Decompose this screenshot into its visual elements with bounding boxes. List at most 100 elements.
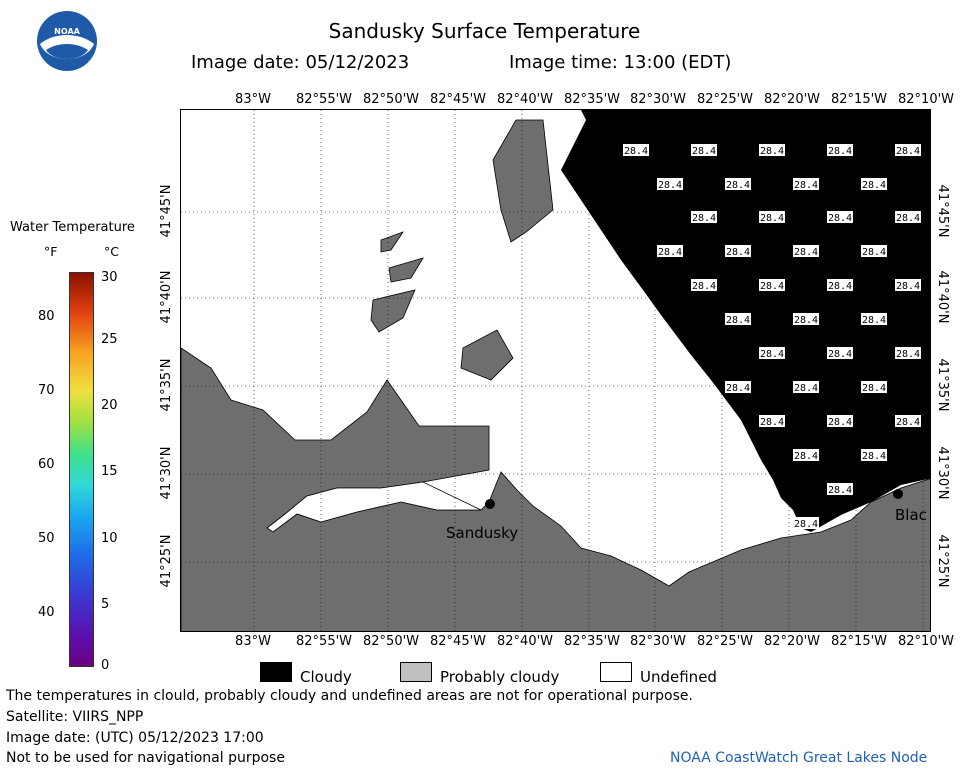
- key-cloudy-label: Cloudy: [300, 668, 352, 686]
- lon-label-top: 82°10'W: [898, 92, 955, 107]
- temperature-map: 28.4 28.4 28.4 28.4 28.4 28.4 28.4 28.4 28.4 28.4…: [180, 109, 931, 632]
- lon-label-top: 82°25'W: [697, 92, 754, 107]
- key-undefined-label: Undefined: [640, 668, 717, 686]
- cloud-value-box: [827, 211, 853, 223]
- cloud-value-box: [827, 279, 853, 291]
- cloud-value-box: [657, 245, 683, 257]
- lat-label-right: 41°25'N: [935, 534, 950, 588]
- lon-label-bottom: 82°45'W: [430, 634, 487, 649]
- cloud-value-box: [793, 517, 819, 529]
- colorbar-c-tick: 5: [101, 597, 110, 612]
- cloud-value-label: 28.4: [862, 180, 886, 191]
- lon-label-bottom: 82°55'W: [296, 634, 353, 649]
- cloud-value-box: [861, 178, 887, 190]
- island-small-2: [388, 257, 424, 283]
- lon-label-top: 82°35'W: [564, 92, 621, 107]
- cloud-value-box: [759, 144, 785, 156]
- lon-label-bottom: 82°35'W: [564, 634, 621, 649]
- cloud-value-label: 28.4: [658, 247, 682, 258]
- image-time-header: Image time: 13:00 (EDT): [509, 52, 732, 73]
- lon-label-bottom: 83°W: [235, 634, 271, 649]
- cloud-value-box: [759, 211, 785, 223]
- colorbar-f-tick: 70: [38, 383, 55, 398]
- colorbar-f-tick: 50: [38, 531, 55, 546]
- cloud-value-box: [895, 347, 921, 359]
- lat-label-right: 41°45'N: [935, 184, 950, 238]
- lon-label-top: 82°20'W: [764, 92, 821, 107]
- lat-label-right: 41°35'N: [935, 358, 950, 412]
- cloud-value-label: 28.4: [828, 213, 852, 224]
- cloud-value-label: 28.4: [692, 146, 716, 157]
- lon-label-bottom: 82°40'W: [497, 634, 554, 649]
- cloud-value-box: [895, 415, 921, 427]
- cloud-value-label: 28.4: [828, 417, 852, 428]
- cloud-value-box: [793, 313, 819, 325]
- page-title: Sandusky Surface Temperature: [328, 19, 641, 43]
- colorbar-f-tick: 60: [38, 457, 55, 472]
- cloud-value-box: [691, 144, 717, 156]
- sandusky-marker: [485, 499, 495, 509]
- lon-label-top: 82°15'W: [831, 92, 888, 107]
- cloud-value-label: 28.4: [658, 180, 682, 191]
- lon-label-bottom: 82°15'W: [831, 634, 888, 649]
- cloud-value-label: 28.4: [794, 247, 818, 258]
- cloud-value-label: 28.4: [896, 349, 920, 360]
- cloud-value-labels: 28.4 28.4 28.4 28.4 28.4 28.4 28.4 28.4 28.4 28.4…: [623, 144, 921, 530]
- cloud-value-box: [895, 144, 921, 156]
- cloud-value-box: [725, 245, 751, 257]
- island-bass: [460, 329, 514, 381]
- footer-disclaimer: The temperatures in clould, probably clo…: [6, 688, 693, 704]
- colorbar-unit-f: °F: [44, 244, 58, 259]
- image-date-header: Image date: 05/12/2023: [191, 52, 410, 73]
- lon-label-top: 82°55'W: [296, 92, 353, 107]
- cloud-value-label: 28.4: [726, 247, 750, 258]
- cloud-value-box: [827, 347, 853, 359]
- cloud-value-box: [827, 483, 853, 495]
- cloud-value-label: 28.4: [828, 349, 852, 360]
- cloud-value-label: 28.4: [794, 451, 818, 462]
- cloud-value-label: 28.4: [896, 417, 920, 428]
- lon-label-bottom: 82°30'W: [630, 634, 687, 649]
- cloud-value-label: 28.4: [726, 315, 750, 326]
- cloud-value-label: 28.4: [624, 146, 648, 157]
- cloud-value-box: [759, 347, 785, 359]
- cloud-value-box: [861, 449, 887, 461]
- island-pelee: [370, 289, 416, 333]
- key-probably-cloudy-swatch: [400, 662, 432, 682]
- colorbar-c-tick: 15: [101, 464, 118, 479]
- colorbar: [69, 272, 94, 667]
- lat-label-left: 41°30'N: [159, 446, 174, 500]
- cloud-value-label: 28.4: [692, 281, 716, 292]
- cloud-value-label: 28.4: [862, 383, 886, 394]
- cloud-value-box: [895, 211, 921, 223]
- lat-label-right: 41°30'N: [935, 446, 950, 500]
- footer-navigation-note: Not to be used for navigational purpose: [6, 750, 285, 766]
- cloud-value-box: [827, 144, 853, 156]
- cloud-value-label: 28.4: [896, 213, 920, 224]
- cloud-value-label: 28.4: [828, 485, 852, 496]
- colorbar-c-tick: 20: [101, 398, 118, 413]
- cloud-value-box: [623, 144, 649, 156]
- cloud-value-box: [861, 381, 887, 393]
- noaa-logo: NOAA: [36, 10, 98, 72]
- lon-label-top: 82°40'W: [497, 92, 554, 107]
- cloud-value-label: 28.4: [760, 417, 784, 428]
- sandusky-bay: [266, 481, 482, 533]
- cloud-value-box: [793, 381, 819, 393]
- cloud-value-box: [691, 279, 717, 291]
- key-undefined-swatch: [600, 662, 632, 682]
- cloud-value-box: [691, 211, 717, 223]
- cloud-value-box: [657, 178, 683, 190]
- colorbar-f-tick: 40: [38, 605, 55, 620]
- lat-label-left: 41°25'N: [159, 534, 174, 588]
- cloud-value-box: [861, 245, 887, 257]
- cloud-value-box: [793, 449, 819, 461]
- cloud-value-box: [759, 279, 785, 291]
- city-label-blac: Blac: [895, 506, 927, 524]
- lat-label-right: 41°40'N: [935, 270, 950, 324]
- cloud-value-label: 28.4: [862, 451, 886, 462]
- cloud-value-box: [793, 245, 819, 257]
- cloud-value-label: 28.4: [794, 519, 818, 530]
- lat-label-left: 41°35'N: [159, 358, 174, 412]
- cloud-value-label: 28.4: [862, 315, 886, 326]
